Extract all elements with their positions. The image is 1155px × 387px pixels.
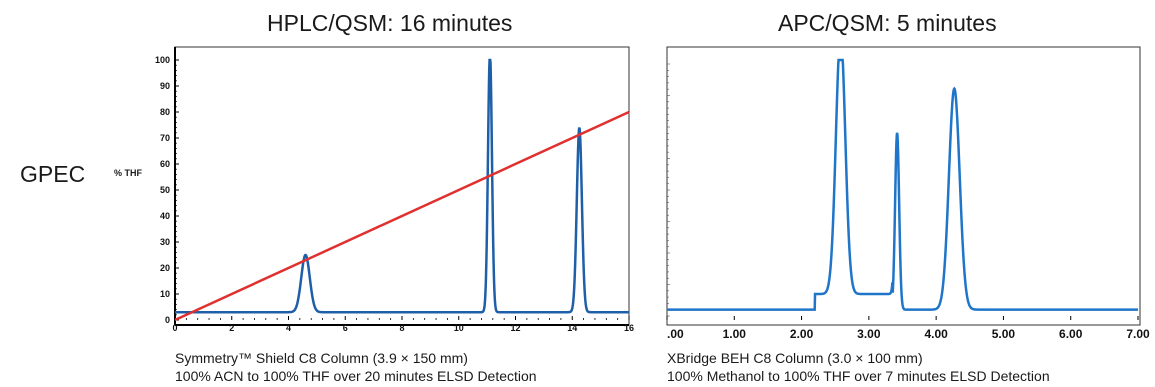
x-tick-label: 10 xyxy=(454,323,464,333)
y-tick-label: 0 xyxy=(165,315,170,325)
chart-2-apc: .00 1.00 2.00 3.00 4.00 5.00 6.00 7.00 xyxy=(666,46,1150,341)
y-tick-label: 20 xyxy=(160,263,170,273)
chart-2-caption: XBridge BEH C8 Column (3.0 × 100 mm) 100… xyxy=(667,349,1050,385)
x-tick-label: 1.00 xyxy=(723,327,747,341)
x-tick-label: 0 xyxy=(172,323,177,333)
chart-2-chromatogram-line xyxy=(667,58,1138,311)
chart-2-frame xyxy=(666,46,1141,326)
chart-1-chromatogram-line xyxy=(175,58,629,314)
y-tick-label: 50 xyxy=(160,185,170,195)
x-tick-label: 14 xyxy=(567,323,577,333)
chart-1-caption-line-2: 100% ACN to 100% THF over 20 minutes ELS… xyxy=(175,368,537,384)
x-tick-label: 12 xyxy=(510,323,520,333)
x-tick-label: 5.00 xyxy=(992,327,1016,341)
y-tick-label: 40 xyxy=(160,211,170,221)
x-tick-label: 6.00 xyxy=(1059,327,1083,341)
y-tick-label: 100 xyxy=(155,55,170,65)
chart-1-caption: Symmetry™ Shield C8 Column (3.9 × 150 mm… xyxy=(175,349,537,385)
row-label: GPEC xyxy=(20,161,86,187)
x-tick-label: 3.00 xyxy=(857,327,881,341)
x-tick-label: 2.00 xyxy=(790,327,814,341)
chart-2-caption-line-2: 100% Methanol to 100% THF over 7 minutes… xyxy=(667,368,1050,384)
y-tick-label: 70 xyxy=(160,133,170,143)
x-tick-label: 6 xyxy=(343,323,348,333)
y-tick-label: 30 xyxy=(160,237,170,247)
x-tick-label: 7.00 xyxy=(1126,327,1150,341)
x-tick-label: 4.00 xyxy=(924,327,948,341)
x-tick-label: 16 xyxy=(624,323,634,333)
chart-1-hplc: 0 10 20 30 40 50 60 70 80 90 100 0 2 4 6 8 10 12 14 16 xyxy=(155,46,634,333)
x-tick-label: 2 xyxy=(229,323,234,333)
chart-1-title: HPLC/QSM: 16 minutes xyxy=(267,10,513,36)
x-tick-label: 4 xyxy=(286,323,291,333)
chart-1-caption-line-1: Symmetry™ Shield C8 Column (3.9 × 150 mm… xyxy=(175,350,468,366)
chart-1-ylabel: % THF xyxy=(114,168,142,178)
x-tick-label: .00 xyxy=(667,327,684,341)
chart-1-gradient-line xyxy=(174,110,630,322)
y-tick-label: 10 xyxy=(160,289,170,299)
y-tick-label: 90 xyxy=(160,81,170,91)
chart-2-title: APC/QSM: 5 minutes xyxy=(778,10,997,36)
y-tick-label: 60 xyxy=(160,159,170,169)
x-tick-label: 8 xyxy=(399,323,404,333)
y-tick-label: 80 xyxy=(160,107,170,117)
chart-2-caption-line-1: XBridge BEH C8 Column (3.0 × 100 mm) xyxy=(667,350,923,366)
